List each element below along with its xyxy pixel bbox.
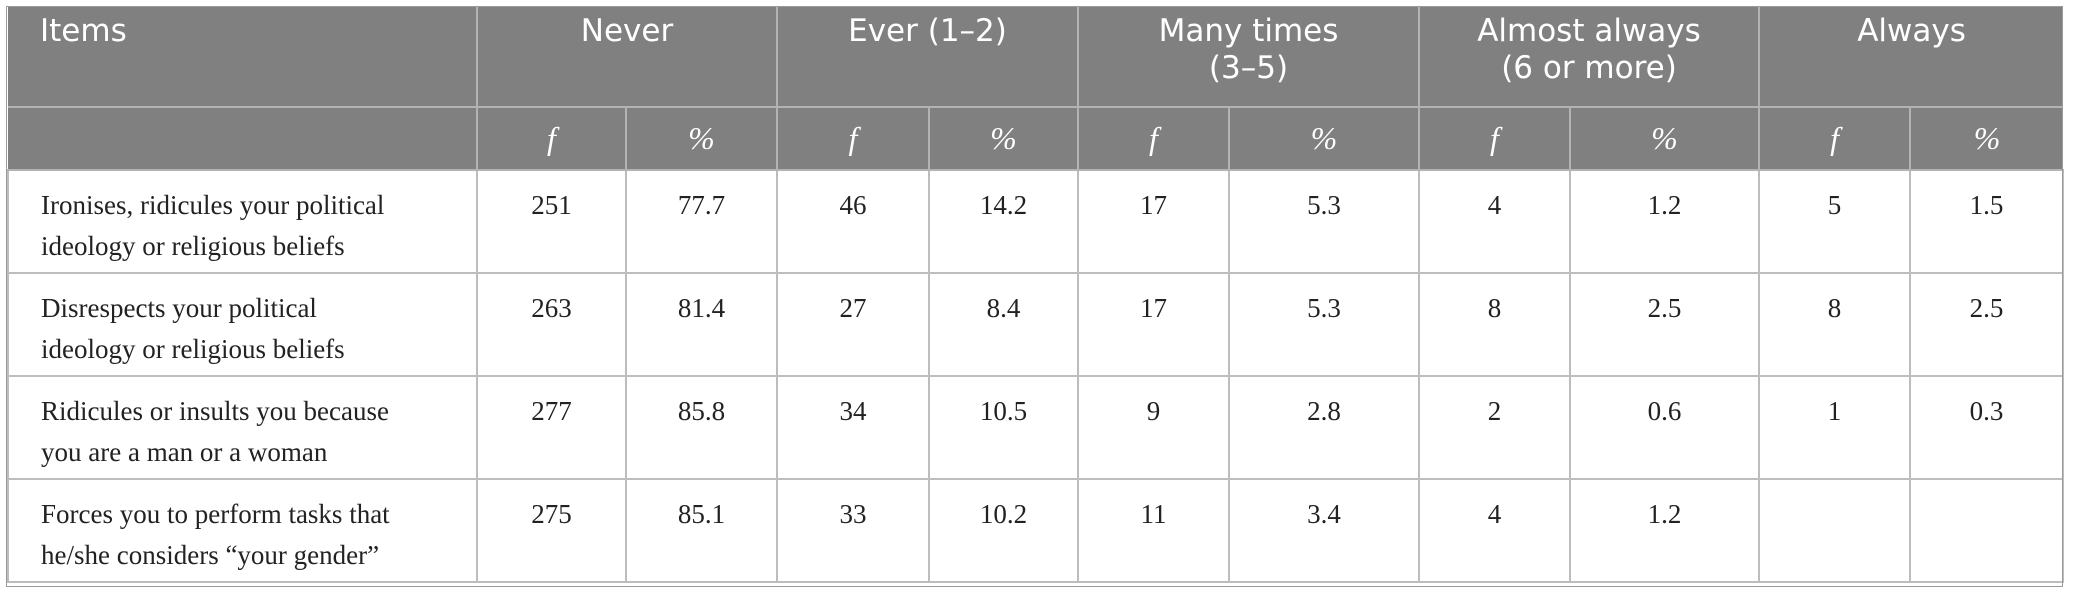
value-cell: 2.5 xyxy=(1909,272,2065,377)
text-line: Ridicules or insults you because xyxy=(41,396,389,426)
column-header: Many times (3–5) xyxy=(1077,7,1419,108)
value-cell: 34 xyxy=(776,375,930,480)
empty-cell xyxy=(1758,478,1912,583)
text-line: (3–5) xyxy=(1208,50,1289,86)
value-cell: 4 xyxy=(1418,169,1571,274)
value-cell: 277 xyxy=(476,375,627,480)
value-cell: 263 xyxy=(476,272,627,377)
subheader-cell: % xyxy=(1568,107,1760,171)
subheader-cell: f xyxy=(776,107,929,171)
text-line: Ironises, ridicules your political xyxy=(41,190,385,220)
text-line: ideology or religious beliefs xyxy=(41,334,345,364)
text-line: Forces you to perform tasks that xyxy=(41,499,390,529)
subheader-cell: % xyxy=(928,107,1078,171)
value-cell: 81.4 xyxy=(625,272,778,377)
text-line: Almost always xyxy=(1477,13,1701,49)
value-cell: 5 xyxy=(1758,169,1912,274)
value-cell: 27 xyxy=(776,272,930,377)
value-cell: 0.6 xyxy=(1568,375,1761,480)
item-cell: Ironises, ridicules your political ideolo… xyxy=(7,169,478,274)
text-line: (6 or more) xyxy=(1501,50,1677,86)
subheader-cell: % xyxy=(625,107,777,171)
subheader-cell: f xyxy=(1418,107,1570,171)
subheader-cell: f xyxy=(476,107,626,171)
table-row: Ridicules or insults you because you are … xyxy=(7,375,2065,480)
item-cell: Disrespects your political ideology or re… xyxy=(7,272,478,377)
text-line: Items xyxy=(40,13,127,49)
value-cell: 2.8 xyxy=(1228,375,1420,480)
subheader-cell: % xyxy=(1228,107,1419,171)
subheader-row: f% f% f% f% f% xyxy=(8,107,2064,171)
column-header: Ever (1–2) xyxy=(776,7,1078,108)
value-cell: 85.1 xyxy=(625,478,778,583)
value-cell: 1.2 xyxy=(1568,478,1761,583)
value-cell: 9 xyxy=(1077,375,1230,480)
value-cell: 8 xyxy=(1418,272,1571,377)
value-cell: 17 xyxy=(1077,272,1230,377)
text-line: Many times xyxy=(1158,13,1339,49)
text-line: he/she considers “your gender” xyxy=(41,540,380,570)
value-cell: 4 xyxy=(1418,478,1571,583)
subheader-cell: f xyxy=(1077,107,1229,171)
value-cell: 1.2 xyxy=(1568,169,1761,274)
column-header: Never xyxy=(476,7,777,108)
value-cell: 1.5 xyxy=(1909,169,2065,274)
subheader-cell: % xyxy=(1909,107,2064,171)
data-table: Items Never Ever (1–2) Many times (3–5) Almos… xyxy=(7,7,2065,583)
value-cell: 2 xyxy=(1418,375,1571,480)
item-cell: Ridicules or insults you because you are … xyxy=(7,375,478,480)
value-cell: 275 xyxy=(476,478,627,583)
value-cell: 85.8 xyxy=(625,375,778,480)
value-cell: 0.3 xyxy=(1909,375,2065,480)
value-cell: 2.5 xyxy=(1568,272,1761,377)
value-cell: 10.5 xyxy=(928,375,1079,480)
value-cell: 8.4 xyxy=(928,272,1079,377)
value-cell: 17 xyxy=(1077,169,1230,274)
text-line: Disrespects your political xyxy=(41,293,317,323)
value-cell: 10.2 xyxy=(928,478,1079,583)
text-line: Always xyxy=(1857,13,1966,49)
empty-cell xyxy=(1909,478,2065,583)
value-cell: 5.3 xyxy=(1228,272,1420,377)
column-header: Items xyxy=(8,7,477,108)
value-cell: 251 xyxy=(476,169,627,274)
value-cell: 5.3 xyxy=(1228,169,1420,274)
text-line: Never xyxy=(580,13,674,49)
header-row: Items Never Ever (1–2) Many times (3–5) Almos… xyxy=(8,7,2064,108)
value-cell: 46 xyxy=(776,169,930,274)
item-cell: Forces you to perform tasks that he/she c… xyxy=(7,478,478,583)
subheader-cell: f xyxy=(1758,107,1911,171)
table-body: Ironises, ridicules your political ideolo… xyxy=(7,169,2065,583)
empty-header xyxy=(8,107,477,171)
value-cell: 8 xyxy=(1758,272,1912,377)
text-line: ideology or religious beliefs xyxy=(41,231,345,261)
table-row: Disrespects your political ideology or re… xyxy=(7,272,2065,377)
text-line: you are a man or a woman xyxy=(41,437,328,467)
table-row: Forces you to perform tasks that he/she c… xyxy=(7,478,2065,583)
value-cell: 3.4 xyxy=(1228,478,1420,583)
text-line: Ever (1–2) xyxy=(848,13,1007,49)
value-cell: 1 xyxy=(1758,375,1912,480)
value-cell: 33 xyxy=(776,478,930,583)
column-header: Almost always (6 or more) xyxy=(1417,7,1760,108)
value-cell: 14.2 xyxy=(928,169,1079,274)
value-cell: 11 xyxy=(1077,478,1230,583)
column-header: Always xyxy=(1758,7,2064,108)
table-row: Ironises, ridicules your political ideolo… xyxy=(7,169,2065,274)
value-cell: 77.7 xyxy=(625,169,778,274)
